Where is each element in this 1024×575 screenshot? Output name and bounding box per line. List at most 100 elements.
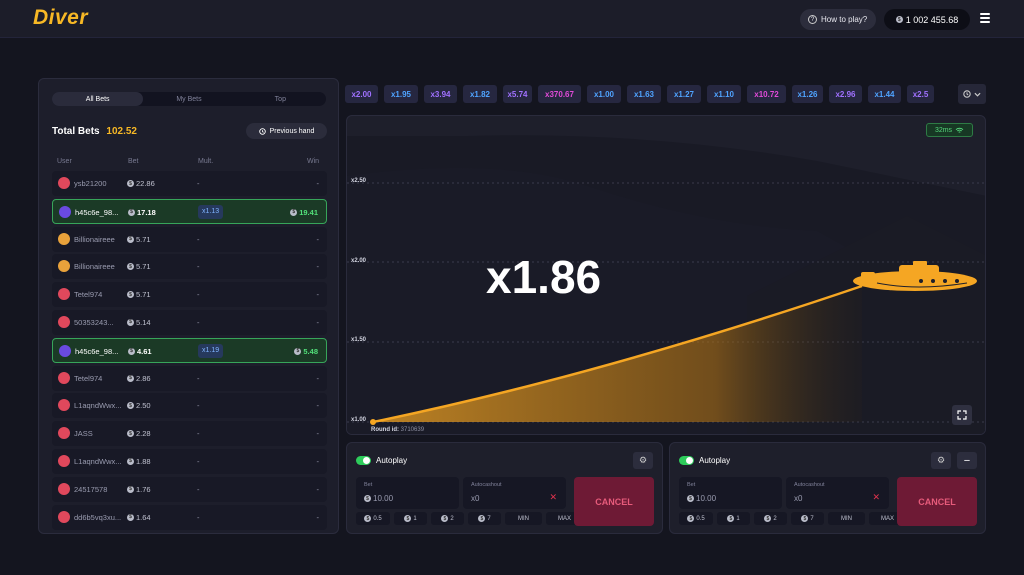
logo[interactable]: Diver bbox=[33, 6, 89, 29]
tab-top[interactable]: Top bbox=[274, 95, 286, 103]
multiplier-badge[interactable]: x370.67 bbox=[538, 85, 581, 103]
quick-bet-chip[interactable]: $0.5 bbox=[679, 512, 713, 525]
previous-hand-button[interactable]: Previous hand bbox=[246, 123, 327, 139]
history-toggle-button[interactable] bbox=[958, 84, 986, 104]
multiplier-badge[interactable]: x2.96 bbox=[829, 85, 862, 103]
quick-bet-chips: $0.5 $1 $2 $7 MIN MAX bbox=[679, 512, 906, 525]
win-amount: - bbox=[316, 401, 320, 411]
username: Tetel974 bbox=[74, 373, 103, 383]
table-row[interactable]: 50353243... $5.14 - - bbox=[52, 309, 327, 335]
round-id-label: Round id: bbox=[371, 427, 399, 433]
win-cell: - bbox=[317, 290, 320, 299]
clear-icon[interactable]: ✕ bbox=[549, 492, 557, 502]
bet-cell: $5.14 bbox=[127, 318, 151, 327]
quick-bet-chip[interactable]: $2 bbox=[431, 512, 464, 525]
multiplier-curve bbox=[372, 284, 863, 424]
clear-icon[interactable]: ✕ bbox=[872, 492, 880, 502]
quick-bet-chip[interactable]: $7 bbox=[791, 512, 824, 525]
autocashout-field[interactable]: Autocashout x0 ✕ bbox=[463, 477, 566, 509]
settings-button[interactable]: ⚙ bbox=[633, 452, 653, 469]
avatar bbox=[58, 482, 70, 495]
multiplier-badge[interactable]: x10.72 bbox=[747, 85, 786, 103]
bet-field-value: 10.00 bbox=[696, 494, 717, 503]
multiplier-badge[interactable]: x1.95 bbox=[384, 85, 418, 103]
coin-icon: $ bbox=[128, 208, 135, 216]
avatar bbox=[58, 371, 70, 384]
table-row[interactable]: L1aqndWwx... $2.50 - - bbox=[52, 393, 327, 419]
table-row[interactable]: Billionaireee $5.71 - - bbox=[52, 254, 327, 280]
multiplier-badge[interactable]: x1.26 bbox=[792, 85, 823, 103]
autoplay-toggle[interactable] bbox=[679, 456, 694, 465]
coin-icon: $ bbox=[895, 16, 903, 23]
coin-icon: $ bbox=[127, 180, 134, 187]
table-row[interactable]: dd6b5vq3xu... $1.64 - - bbox=[52, 504, 327, 530]
table-row[interactable]: 24517578 $1.76 - - bbox=[52, 476, 327, 502]
table-row[interactable]: L1aqndWwx... $1.88 - - bbox=[52, 448, 327, 474]
bet-amount-field[interactable]: Bet $10.00 bbox=[679, 477, 782, 509]
fullscreen-button[interactable] bbox=[952, 405, 972, 425]
min-bet-button[interactable]: MIN bbox=[505, 512, 542, 525]
settings-button[interactable]: ⚙ bbox=[931, 452, 951, 469]
how-to-play-button[interactable]: ? How to play? bbox=[800, 9, 877, 30]
username: 24517578 bbox=[74, 484, 108, 494]
remove-panel-button[interactable]: − bbox=[957, 452, 977, 469]
autoplay-toggle[interactable] bbox=[356, 456, 371, 465]
cancel-button[interactable]: CANCEL bbox=[574, 477, 654, 526]
avatar bbox=[58, 288, 70, 301]
bet-amount: 1.64 bbox=[136, 512, 151, 522]
multiplier-badge[interactable]: x1.44 bbox=[868, 85, 901, 103]
balance-display: $ 1 002 455.68 bbox=[884, 9, 970, 30]
win-cell: $5.48 bbox=[294, 347, 318, 356]
coin-icon: $ bbox=[441, 515, 449, 522]
username: Billionaireee bbox=[74, 234, 115, 244]
bet-field-value: 10.00 bbox=[373, 494, 394, 503]
menu-icon[interactable] bbox=[980, 13, 990, 23]
table-row[interactable]: h45c6e_98... $4.61 x1.19 $5.48 bbox=[52, 337, 327, 363]
quick-bet-chip[interactable]: $0.5 bbox=[356, 512, 390, 525]
coin-icon: $ bbox=[727, 515, 735, 522]
quick-bet-chip[interactable]: $1 bbox=[717, 512, 750, 525]
clock-icon bbox=[258, 127, 266, 135]
quick-bet-chip[interactable]: $7 bbox=[468, 512, 501, 525]
coin-icon: $ bbox=[801, 515, 809, 522]
table-row[interactable]: ysb21200 $22.86 - - bbox=[52, 171, 327, 196]
multiplier-badge[interactable]: x5.74 bbox=[503, 85, 532, 103]
bet-amount: 2.86 bbox=[136, 373, 151, 383]
min-bet-button[interactable]: MIN bbox=[828, 512, 865, 525]
bet-amount: 17.18 bbox=[137, 207, 156, 217]
win-amount: - bbox=[316, 290, 320, 300]
multiplier-badge[interactable]: x3.94 bbox=[424, 85, 457, 103]
table-row[interactable]: Billionaireee $5.71 - - bbox=[52, 226, 327, 252]
bet-cell: $5.71 bbox=[127, 235, 151, 244]
avatar bbox=[59, 205, 71, 218]
tab-all-bets[interactable]: All Bets bbox=[52, 92, 144, 106]
quick-bet-chip[interactable]: $1 bbox=[394, 512, 427, 525]
quick-bet-chip[interactable]: $2 bbox=[754, 512, 787, 525]
cancel-button[interactable]: CANCEL bbox=[897, 477, 977, 526]
multiplier-badge[interactable]: x1.82 bbox=[463, 85, 497, 103]
bet-cell: $2.86 bbox=[127, 374, 151, 383]
coin-icon: $ bbox=[127, 402, 134, 410]
table-row[interactable]: Tetel974 $5.71 - - bbox=[52, 282, 327, 308]
max-bet-button[interactable]: MAX bbox=[869, 512, 906, 525]
table-row[interactable]: Tetel974 $2.86 - - bbox=[52, 365, 327, 391]
bet-amount-field[interactable]: Bet $10.00 bbox=[356, 477, 459, 509]
table-row[interactable]: h45c6e_98... $17.18 x1.13 $19.41 bbox=[52, 198, 327, 224]
multiplier-badge[interactable]: x1.00 bbox=[587, 85, 621, 103]
multiplier-badge[interactable]: x1.10 bbox=[707, 85, 741, 103]
tab-my-bets[interactable]: My Bets bbox=[176, 95, 202, 103]
expand-icon bbox=[957, 410, 967, 420]
mult-cell: - bbox=[197, 484, 200, 494]
autocashout-field[interactable]: Autocashout x0 ✕ bbox=[786, 477, 889, 509]
avatar bbox=[58, 315, 70, 328]
multiplier-badge[interactable]: x2.5 bbox=[907, 85, 934, 103]
autoplay-label: Autoplay bbox=[699, 456, 731, 465]
multiplier-badge[interactable]: x2.00 bbox=[345, 85, 378, 103]
coin-icon: $ bbox=[294, 347, 302, 355]
chip-value: 0.5 bbox=[696, 515, 705, 522]
question-icon: ? bbox=[808, 15, 817, 24]
max-bet-button[interactable]: MAX bbox=[546, 512, 583, 525]
table-row[interactable]: JASS $2.28 - - bbox=[52, 421, 327, 447]
multiplier-badge[interactable]: x1.27 bbox=[667, 85, 701, 103]
multiplier-badge[interactable]: x1.63 bbox=[627, 85, 661, 103]
